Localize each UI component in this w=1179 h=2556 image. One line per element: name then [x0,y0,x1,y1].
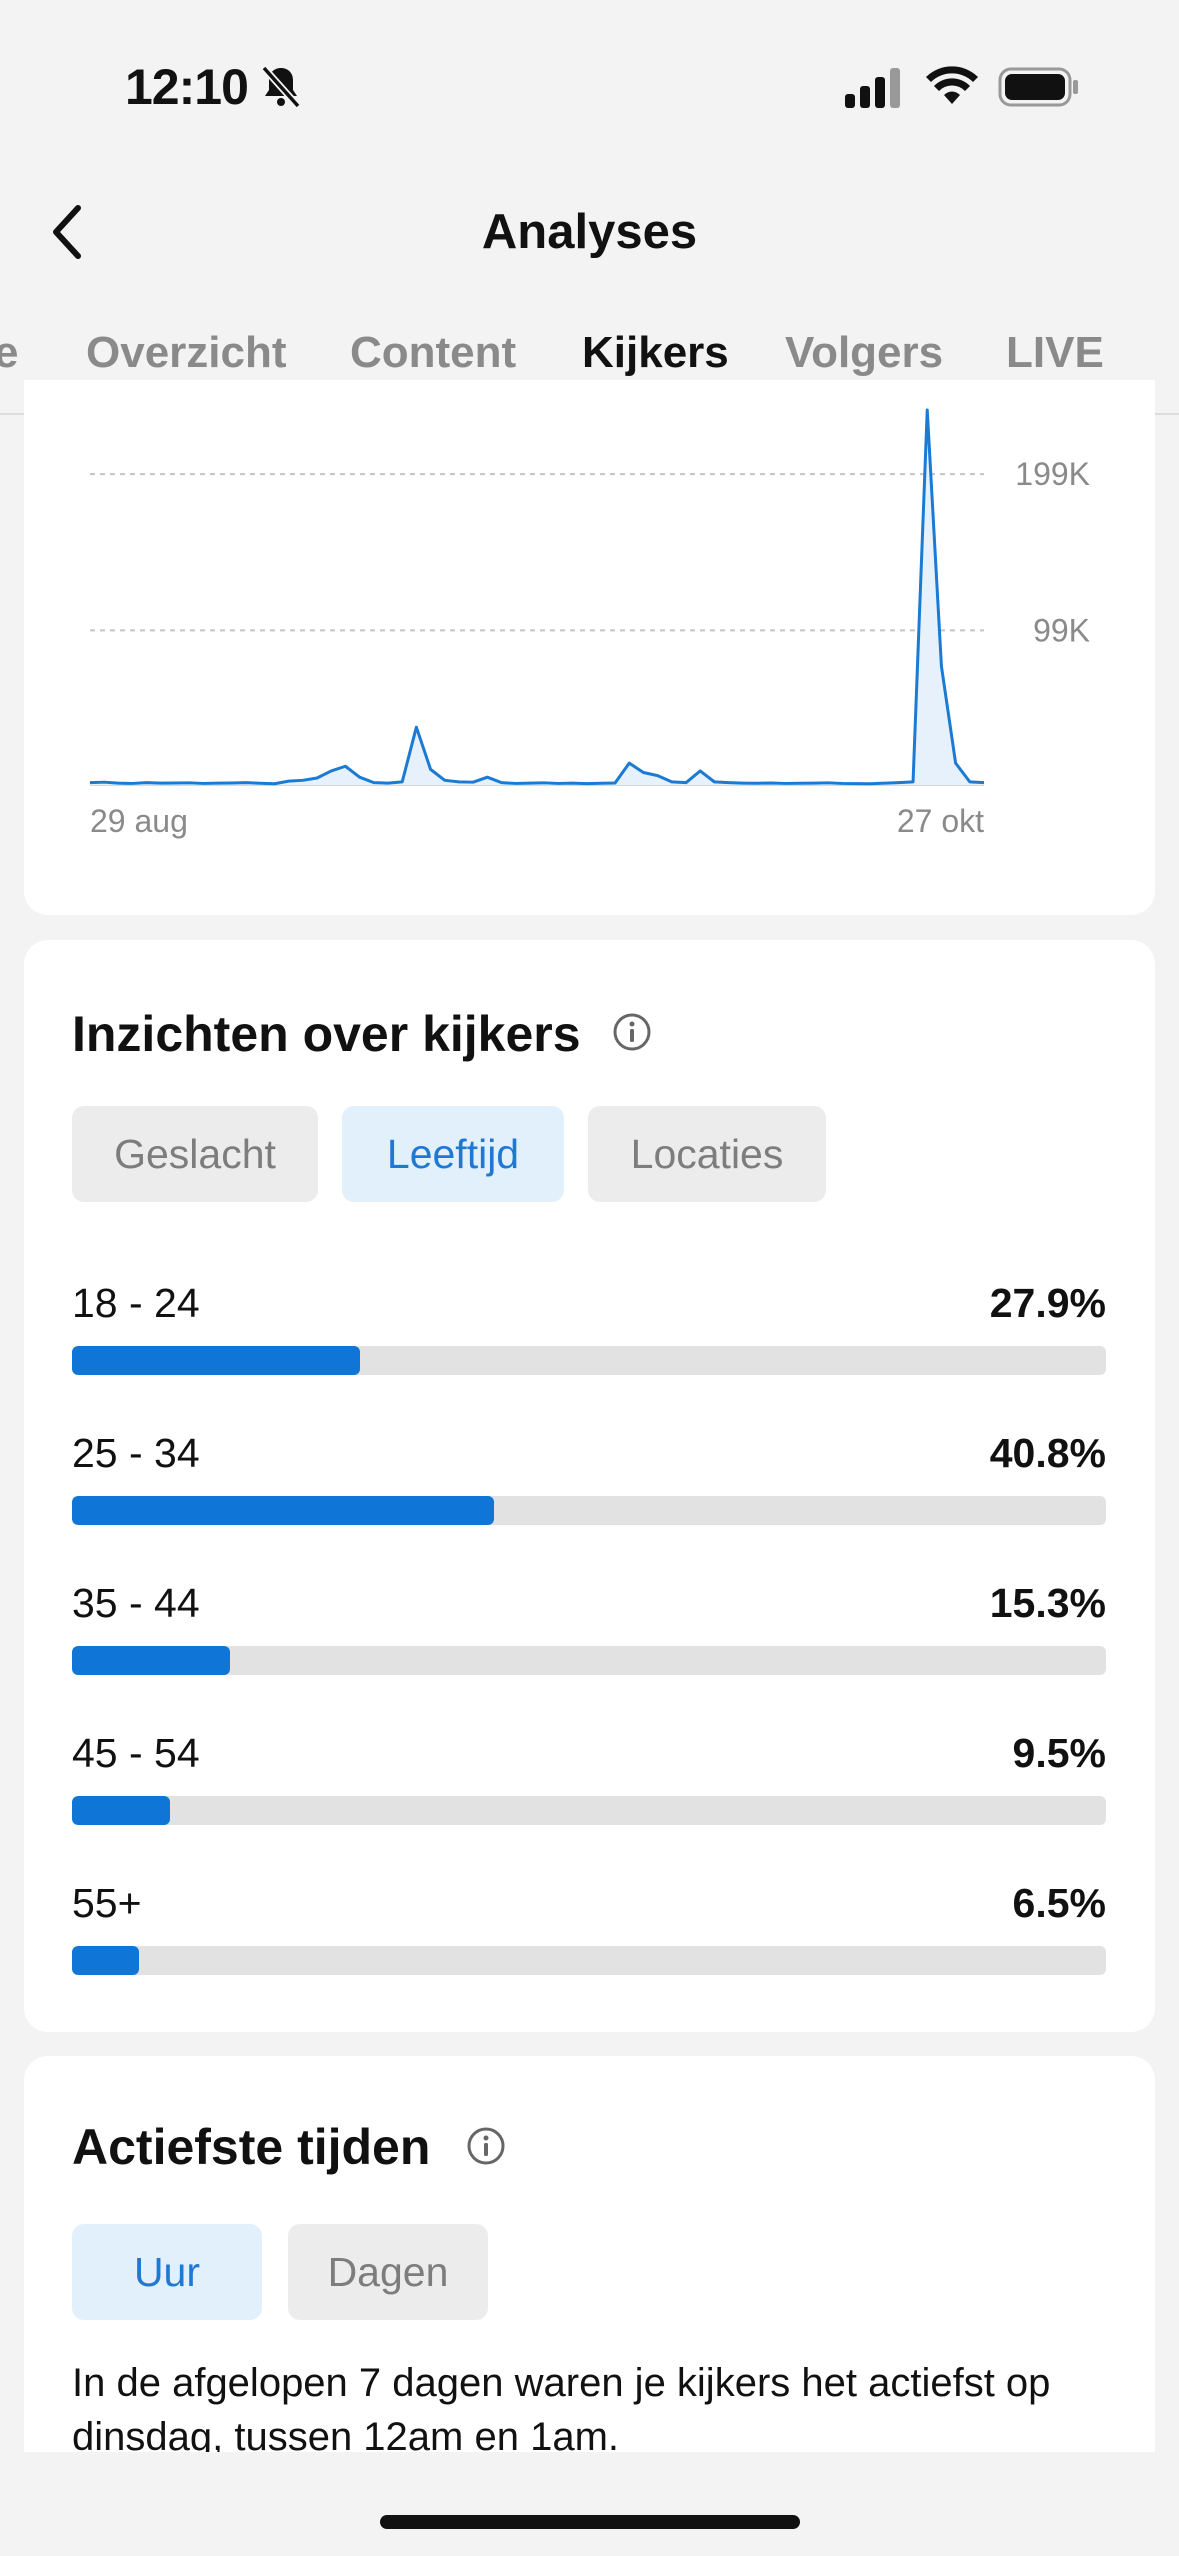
progress-track [72,1946,1106,1975]
viewers-line-chart: 199K 99K 29 aug 27 okt [89,408,1090,839]
chip-gender[interactable]: Geslacht [72,1106,318,1202]
y-tick-label: 199K [1015,456,1090,492]
age-percentage: 27.9% [989,1280,1106,1326]
progress-track [72,1346,1106,1375]
insights-title: Inzichten over kijkers [72,1006,581,1062]
tab-volgers[interactable]: Volgers [785,328,944,377]
tab-content[interactable]: Content [350,328,517,377]
chip-days[interactable]: Dagen [288,2224,488,2320]
progress-fill [72,1796,171,1825]
age-row: 45 - 54 9.5% [72,1730,1106,1840]
x-tick-label: 29 aug [90,803,188,839]
y-tick-label: 99K [1033,612,1090,648]
active-times-title: Actiefste tijden [72,2119,431,2175]
status-time: 12:10 [125,59,249,115]
age-range-label: 25 - 34 [72,1430,200,1476]
age-row: 25 - 34 40.8% [72,1430,1106,1540]
age-row: 35 - 44 15.3% [72,1580,1106,1690]
info-icon[interactable] [612,1012,652,1052]
age-range-label: 55+ [72,1880,142,1926]
progress-track [72,1796,1106,1825]
progress-fill [72,1496,494,1525]
age-percentage: 40.8% [989,1430,1106,1476]
progress-fill [72,1346,361,1375]
chip-age[interactable]: Leeftijd [342,1106,564,1202]
bell-slash-icon [261,65,301,109]
tab-live[interactable]: LIVE [1006,328,1104,377]
status-bar: 12:10 [0,0,1179,170]
page-title: Analyses [481,205,698,259]
bottom-safe-area [0,2452,1179,2556]
tab-overzicht[interactable]: Overzicht [86,328,287,377]
active-times-description: In de afgelopen 7 dagen waren je kijkers… [72,2361,1051,2459]
age-percentage: 6.5% [1012,1880,1106,1926]
battery-icon [998,67,1078,107]
nav-bar: Analyses [0,170,1179,290]
progress-fill [72,1646,231,1675]
age-range-label: 45 - 54 [72,1730,200,1776]
home-indicator[interactable] [380,2515,800,2529]
tab-partial[interactable]: e [0,328,18,378]
age-row: 18 - 24 27.9% [72,1280,1106,1390]
series-area [90,410,984,785]
age-percentage: 9.5% [1012,1730,1106,1776]
age-row: 55+ 6.5% [72,1880,1106,1990]
progress-track [72,1496,1106,1525]
chip-locations[interactable]: Locaties [588,1106,826,1202]
x-tick-label: 27 okt [897,803,984,839]
age-range-label: 18 - 24 [72,1280,200,1326]
tab-kijkers[interactable]: Kijkers [582,328,729,377]
chevron-left-icon[interactable] [44,200,88,264]
progress-track [72,1646,1106,1675]
cellular-signal-icon [845,68,900,108]
viewers-chart-card: 199K 99K 29 aug 27 okt [24,380,1155,915]
progress-fill [72,1946,140,1975]
viewer-insights-card: Inzichten over kijkers Geslacht Leeftijd… [24,940,1155,2032]
age-percentage: 15.3% [989,1580,1106,1626]
age-range-label: 35 - 44 [72,1580,200,1626]
series-line [89,408,985,786]
info-icon[interactable] [466,2126,506,2166]
wifi-icon [926,66,978,104]
chip-hours[interactable]: Uur [72,2224,262,2320]
